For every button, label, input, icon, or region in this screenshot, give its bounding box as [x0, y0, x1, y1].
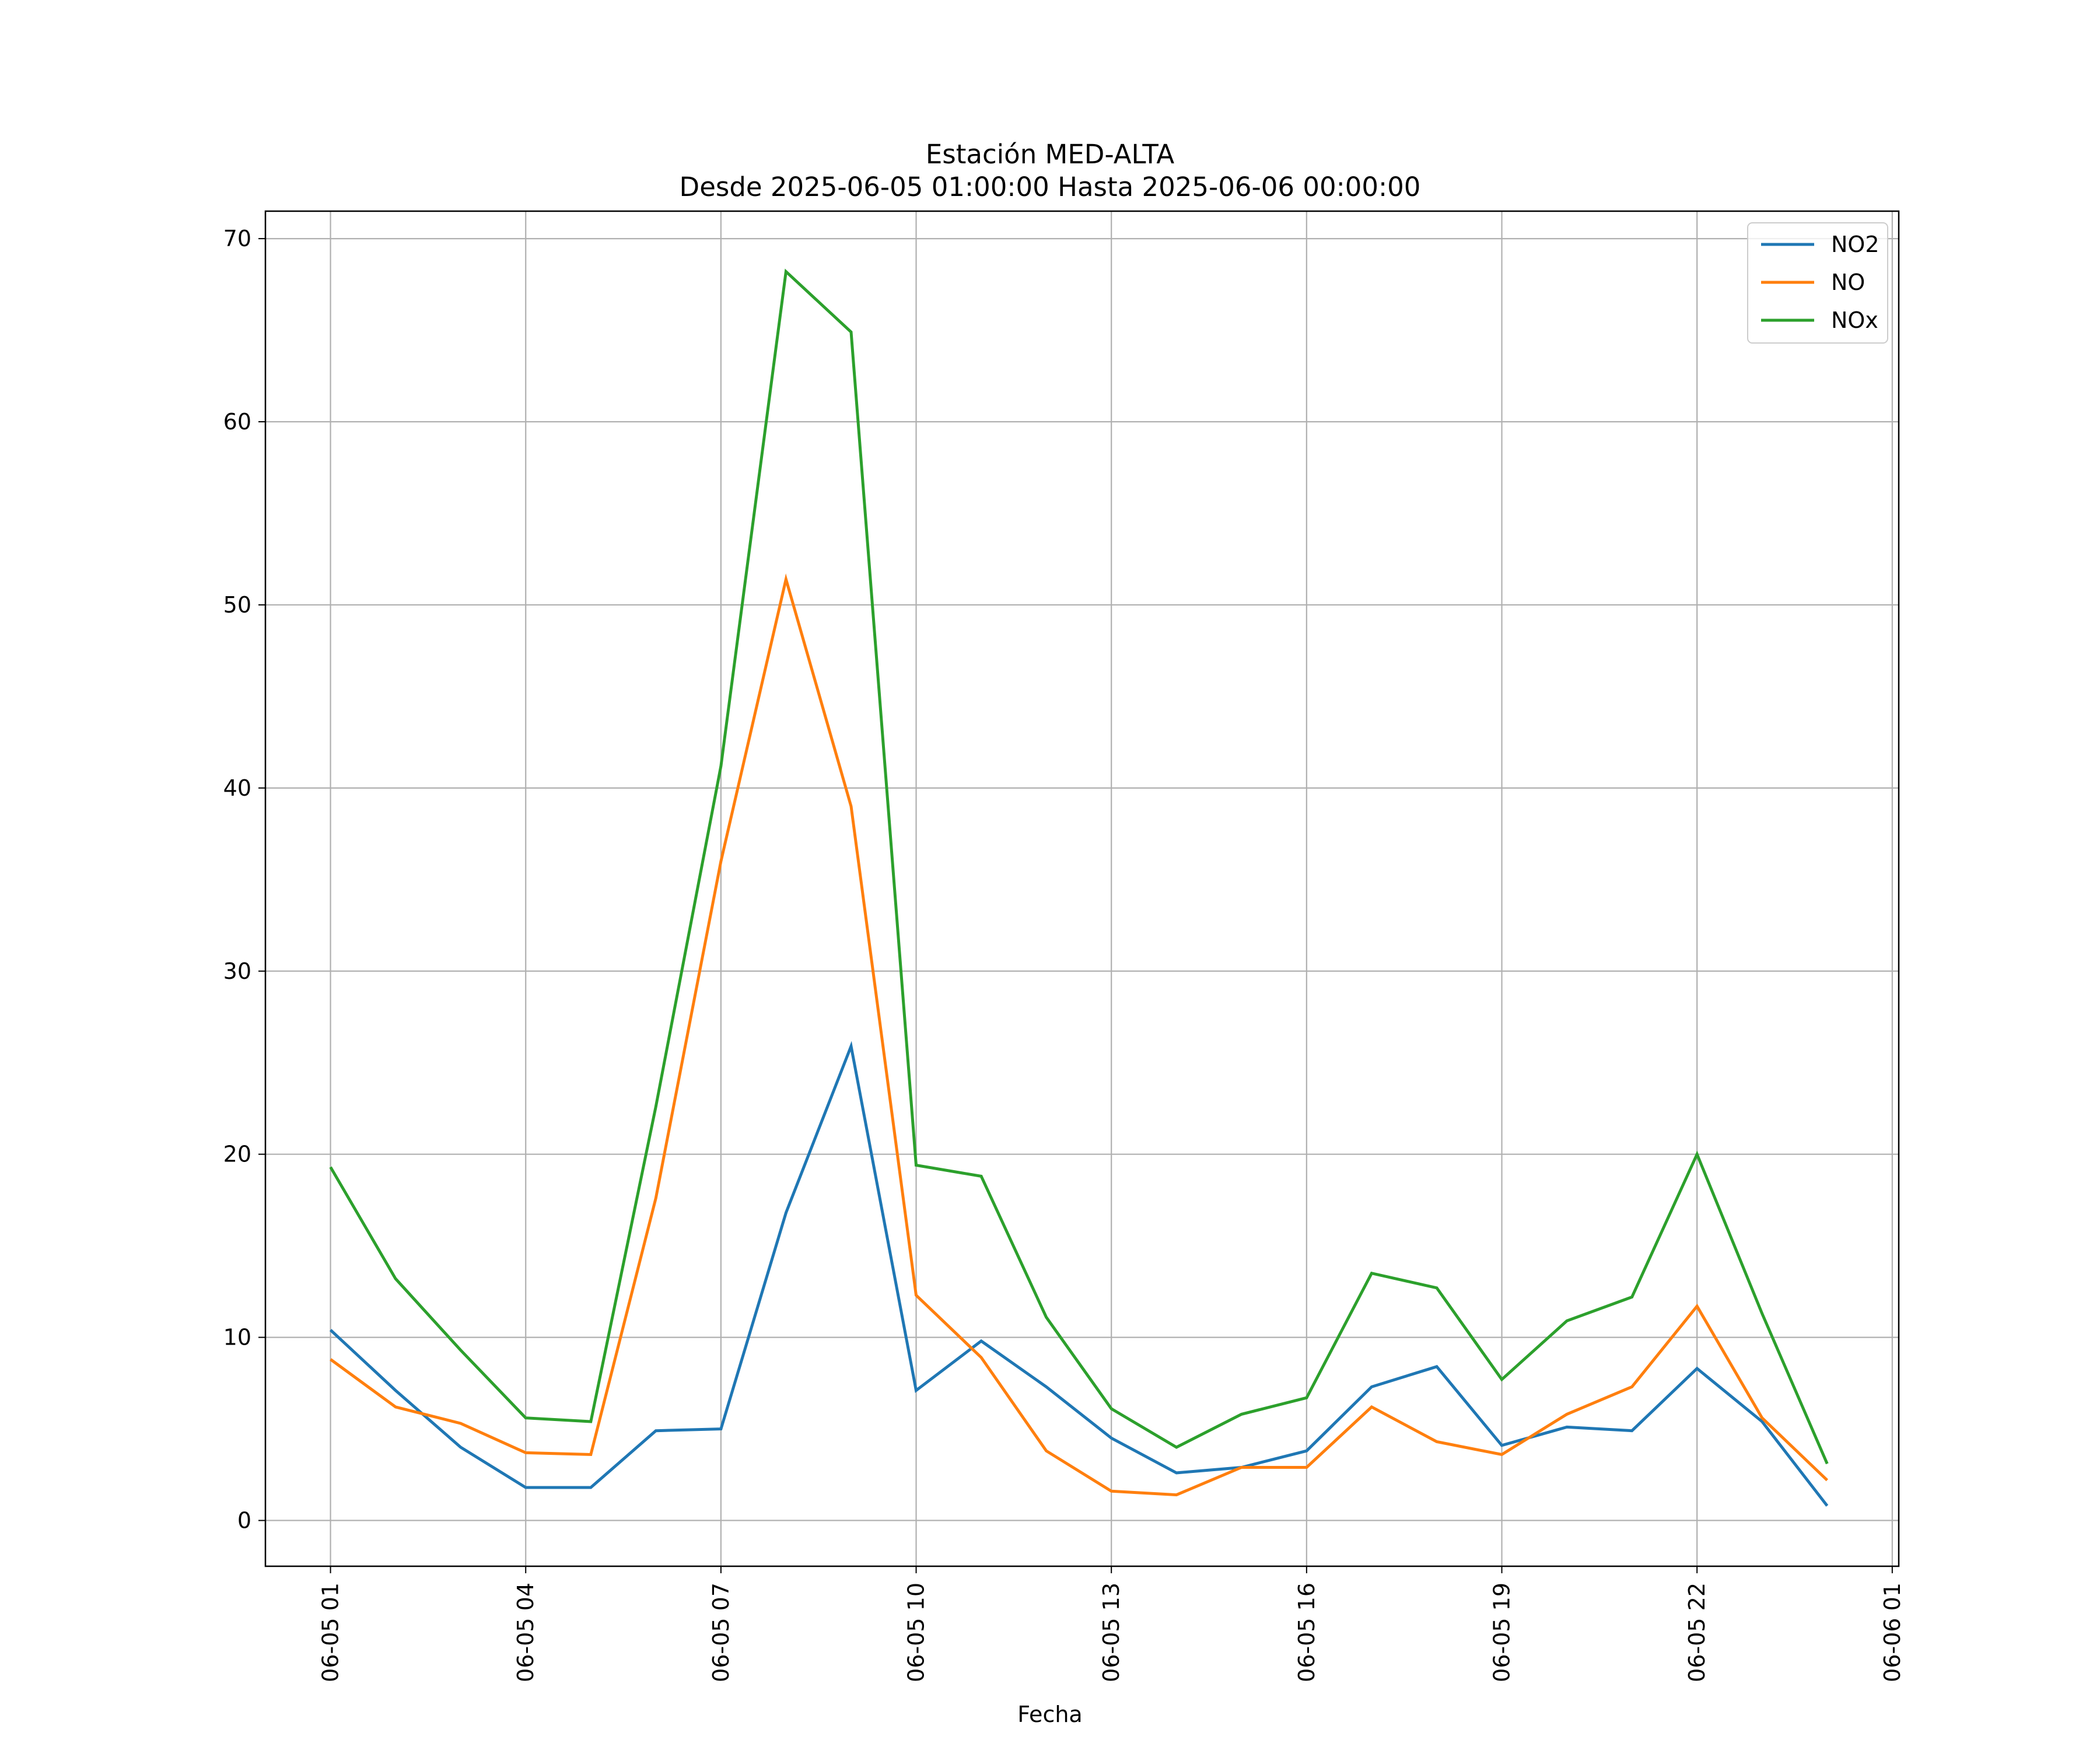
- y-tick-label: 40: [223, 775, 251, 801]
- y-tick-label: 60: [223, 409, 251, 435]
- x-tick-label: 06-05 10: [904, 1583, 929, 1682]
- plot-frame: [264, 210, 1900, 1567]
- x-tick-label: 06-05 13: [1098, 1583, 1124, 1682]
- grid: [265, 211, 1899, 1566]
- ticks: 0 10 20 30 40 50 60 70 06-05 01 06-05 04 06-05 07 0…: [223, 226, 1905, 1682]
- y-tick-label: 20: [223, 1142, 251, 1167]
- x-tick-label: 06-05 19: [1489, 1583, 1515, 1682]
- x-tick-label: 06-05 04: [513, 1583, 538, 1682]
- y-tick-label: 50: [223, 592, 251, 618]
- legend: NO2 NO NOx: [1747, 222, 1888, 344]
- legend-label-nox: NOx: [1831, 307, 1878, 333]
- x-axis-label: Fecha: [1017, 1702, 1082, 1727]
- legend-label-no: NO: [1831, 270, 1865, 295]
- y-tick-label: 0: [237, 1508, 251, 1534]
- chart-subtitle: Desde 2025-06-05 01:00:00 Hasta 2025-06-…: [680, 172, 1421, 202]
- series-line-nox: [329, 268, 1829, 1465]
- series-line-no2: [329, 1041, 1829, 1507]
- x-tick-label: 06-05 01: [318, 1583, 344, 1682]
- x-tick-label: 06-05 22: [1684, 1583, 1710, 1682]
- series-layer: [329, 268, 1829, 1507]
- x-tick-label: 06-05 07: [708, 1583, 734, 1682]
- legend-box: [1747, 222, 1888, 344]
- y-tick-label: 70: [223, 226, 251, 251]
- chart-title: Estación MED-ALTA: [926, 139, 1175, 170]
- y-tick-label: 30: [223, 958, 251, 984]
- x-tick-label: 06-06 01: [1880, 1583, 1905, 1682]
- x-tick-label: 06-05 16: [1294, 1583, 1320, 1682]
- y-tick-label: 10: [223, 1325, 251, 1350]
- series-line-no: [330, 573, 1829, 1497]
- legend-label-no2: NO2: [1831, 232, 1880, 257]
